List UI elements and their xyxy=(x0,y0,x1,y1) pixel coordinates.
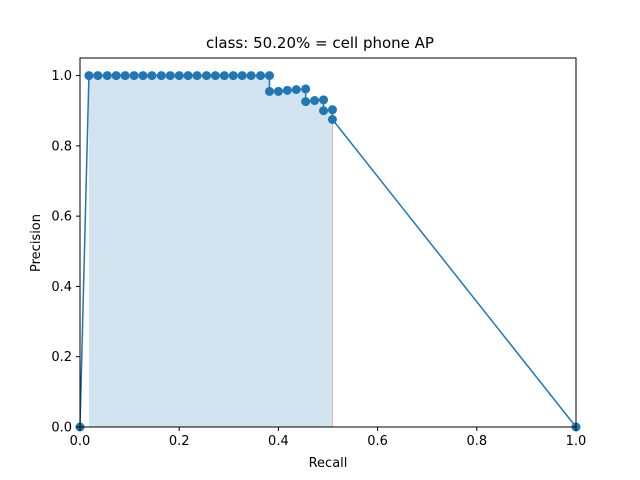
data-point xyxy=(301,84,311,94)
data-point xyxy=(129,71,139,81)
data-point xyxy=(327,115,337,124)
x-tick-label: 0.2 xyxy=(169,434,190,449)
data-point xyxy=(237,71,247,81)
data-point xyxy=(120,71,130,81)
data-point xyxy=(183,71,193,81)
chart-title: class: 50.20% = cell phone AP xyxy=(206,34,434,52)
data-point xyxy=(147,71,157,81)
x-tick-label: 0.4 xyxy=(268,434,289,449)
data-point xyxy=(256,71,266,81)
x-tick-label: 0.8 xyxy=(466,434,487,449)
x-axis-label: Recall xyxy=(309,456,348,471)
data-point xyxy=(264,71,274,81)
data-point xyxy=(111,71,121,81)
x-tick-label: 0.0 xyxy=(70,434,91,449)
y-tick-label: 0.4 xyxy=(51,280,72,295)
data-point xyxy=(210,71,220,81)
data-point xyxy=(165,71,175,81)
data-point xyxy=(201,71,211,81)
y-tick-label: 0.8 xyxy=(51,139,72,154)
data-point xyxy=(84,71,94,81)
data-point xyxy=(174,71,184,81)
y-tick-label: 0.0 xyxy=(51,421,72,436)
data-point xyxy=(138,71,148,81)
data-point xyxy=(156,71,166,81)
data-point xyxy=(264,86,274,96)
data-point xyxy=(102,71,112,81)
data-point xyxy=(282,85,292,95)
data-point xyxy=(273,86,283,96)
y-tick-label: 1.0 xyxy=(51,69,72,84)
y-tick-label: 0.6 xyxy=(51,210,72,225)
x-tick-label: 1.0 xyxy=(566,434,587,449)
data-point xyxy=(319,95,329,105)
data-point xyxy=(228,71,238,81)
data-point xyxy=(192,71,202,81)
data-point xyxy=(291,85,301,95)
data-point xyxy=(301,97,311,107)
data-point xyxy=(327,105,337,115)
x-tick-label: 0.6 xyxy=(367,434,388,449)
data-point xyxy=(310,96,320,106)
ap-area xyxy=(88,75,333,428)
data-point xyxy=(319,106,329,116)
data-point xyxy=(246,71,256,81)
plot-frame xyxy=(79,57,577,428)
y-tick-label: 0.2 xyxy=(51,350,72,365)
data-point xyxy=(93,71,103,81)
data-point xyxy=(219,71,229,81)
y-axis-label: Precision xyxy=(29,214,44,272)
